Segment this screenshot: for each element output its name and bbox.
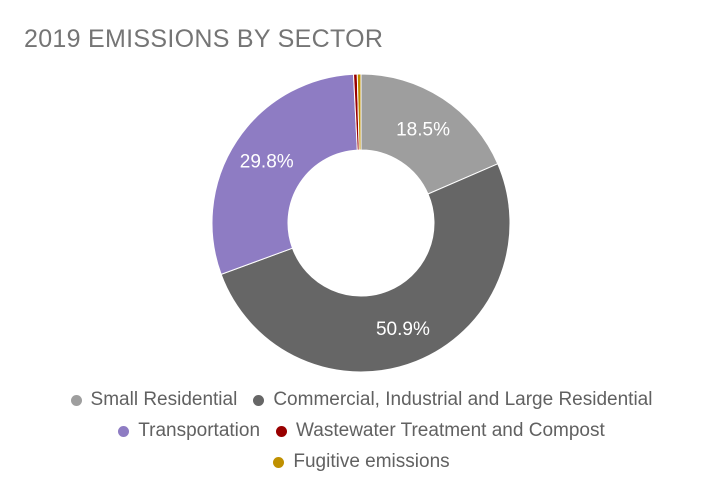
data-label: 29.8% — [240, 152, 294, 173]
legend-item-transportation[interactable]: Transportation — [118, 420, 260, 442]
legend-label: Commercial, Industrial and Large Residen… — [273, 389, 653, 410]
legend-row-3: Fugitive emissions — [0, 451, 723, 473]
slice-commercial-industrial-and-large-residential[interactable] — [220, 163, 511, 373]
legend-item-small-residential[interactable]: Small Residential — [70, 389, 238, 411]
donut-chart: 18.5% 50.9% 29.8% — [211, 73, 511, 373]
legend-row-1: Small Residential Commercial, Industrial… — [0, 389, 723, 411]
legend-swatch — [118, 425, 130, 437]
chart-title: 2019 EMISSIONS BY SECTOR — [24, 25, 384, 53]
slice-fugitive-emissions[interactable] — [356, 73, 362, 151]
slice-small-residential[interactable] — [360, 73, 499, 195]
legend-swatch — [273, 456, 285, 468]
legend-label: Small Residential — [90, 389, 238, 410]
data-label: 50.9% — [376, 319, 430, 340]
legend-label: Transportation — [138, 420, 261, 441]
data-label: 18.5% — [396, 120, 450, 141]
legend-row-2: Transportation Wastewater Treatment and … — [0, 420, 723, 442]
legend-label: Wastewater Treatment and Compost — [296, 420, 605, 441]
legend-item-fugitive-emissions[interactable]: Fugitive emissions — [273, 451, 450, 473]
slice-transportation[interactable] — [211, 73, 358, 275]
legend-item-commercial-industrial[interactable]: Commercial, Industrial and Large Residen… — [253, 389, 652, 411]
legend-item-wastewater[interactable]: Wastewater Treatment and Compost — [276, 420, 605, 442]
legend-swatch — [276, 425, 288, 437]
legend-swatch — [253, 394, 265, 406]
legend-label: Fugitive emissions — [293, 451, 450, 472]
legend-swatch — [70, 394, 82, 406]
